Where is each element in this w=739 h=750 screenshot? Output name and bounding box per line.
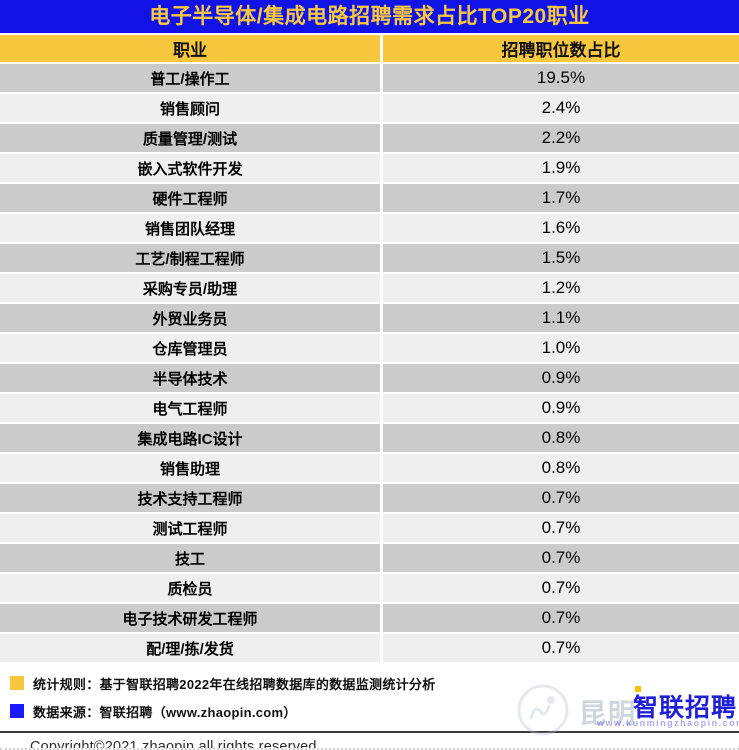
table-row: 工艺/制程工程师 1.5% — [0, 244, 739, 272]
table-row: 外贸业务员 1.1% — [0, 304, 739, 332]
table-header-row: 职业 招聘职位数占比 — [0, 35, 739, 62]
share-cell: 2.2% — [541, 128, 581, 147]
table-row: 配/理/拣/发货 0.7% — [0, 634, 739, 662]
footer-divider-line — [0, 731, 739, 733]
share-cell: 0.8% — [541, 458, 581, 477]
occupation-cell: 电气工程师 — [0, 394, 383, 422]
occupation-cell: 外贸业务员 — [0, 304, 383, 332]
share-cell: 2.4% — [541, 98, 581, 117]
table-row: 集成电路IC设计 0.8% — [0, 424, 739, 452]
occupation-cell: 普工/操作工 — [0, 64, 383, 92]
legend-line-source: 数据来源：智联招聘（www.zhaopin.com） — [0, 703, 739, 720]
table-row: 销售助理 0.8% — [0, 454, 739, 482]
occupation-cell: 配/理/拣/发货 — [0, 634, 383, 662]
table-row: 质量管理/测试 2.2% — [0, 124, 739, 152]
share-cell: 1.2% — [541, 278, 581, 297]
watermark-url-text: www.kunmingzhaopin.com — [597, 718, 739, 728]
blue-square-icon — [10, 704, 24, 718]
share-cell: 1.1% — [541, 308, 581, 327]
share-cell: 19.5% — [536, 68, 586, 87]
table-row: 技术支持工程师 0.7% — [0, 484, 739, 512]
occupation-cell: 集成电路IC设计 — [0, 424, 383, 452]
share-cell: 1.7% — [541, 188, 581, 207]
yellow-square-icon — [10, 676, 24, 690]
divider — [0, 62, 739, 64]
column-header-share: 招聘职位数占比 — [501, 41, 621, 60]
table-row: 质检员 0.7% — [0, 574, 739, 602]
share-cell: 0.8% — [541, 428, 581, 447]
table-row: 仓库管理员 1.0% — [0, 334, 739, 362]
share-cell: 0.7% — [541, 518, 581, 537]
occupation-cell: 仓库管理员 — [0, 334, 383, 362]
table-row: 电子技术研发工程师 0.7% — [0, 604, 739, 632]
table-row: 普工/操作工 19.5% — [0, 64, 739, 92]
occupation-cell: 嵌入式软件开发 — [0, 154, 383, 182]
occupation-cell: 质量管理/测试 — [0, 124, 383, 152]
table-row: 电气工程师 0.9% — [0, 394, 739, 422]
table-row: 嵌入式软件开发 1.9% — [0, 154, 739, 182]
share-cell: 1.6% — [541, 218, 581, 237]
table-row: 测试工程师 0.7% — [0, 514, 739, 542]
occupation-cell: 销售团队经理 — [0, 214, 383, 242]
table-body: 普工/操作工 19.5% 销售顾问 2.4% 质量管理/测试 2.2% 嵌入式软件开发 1.9… — [0, 64, 739, 662]
occupation-cell: 质检员 — [0, 574, 383, 602]
share-cell: 1.9% — [541, 158, 581, 177]
table-row: 半导体技术 0.9% — [0, 364, 739, 392]
occupation-cell: 销售助理 — [0, 454, 383, 482]
column-header-occupation: 职业 — [0, 35, 383, 62]
footer-legend: 统计规则：基于智联招聘2022年在线招聘数据库的数据监测统计分析 数据来源：智联… — [0, 675, 739, 720]
table-row: 销售顾问 2.4% — [0, 94, 739, 122]
table-row: 硬件工程师 1.7% — [0, 184, 739, 212]
table-row: 销售团队经理 1.6% — [0, 214, 739, 242]
share-cell: 0.7% — [541, 638, 581, 657]
occupation-cell: 技术支持工程师 — [0, 484, 383, 512]
occupation-cell: 半导体技术 — [0, 364, 383, 392]
share-cell: 1.5% — [541, 248, 581, 267]
share-cell: 1.0% — [541, 338, 581, 357]
share-cell: 0.9% — [541, 398, 581, 417]
divider — [0, 33, 739, 35]
table-row: 技工 0.7% — [0, 544, 739, 572]
table-row: 采购专员/助理 1.2% — [0, 274, 739, 302]
occupation-cell: 销售顾问 — [0, 94, 383, 122]
share-cell: 0.7% — [541, 548, 581, 567]
occupation-cell: 电子技术研发工程师 — [0, 604, 383, 632]
occupation-cell: 测试工程师 — [0, 514, 383, 542]
share-cell: 0.7% — [541, 578, 581, 597]
occupation-cell: 工艺/制程工程师 — [0, 244, 383, 272]
occupation-cell: 硬件工程师 — [0, 184, 383, 212]
legend-line-rules: 统计规则：基于智联招聘2022年在线招聘数据库的数据监测统计分析 — [0, 675, 739, 692]
occupation-cell: 技工 — [0, 544, 383, 572]
copyright-text: Copyright©2021 zhaopin all rights reserv… — [30, 739, 317, 750]
occupation-cell: 采购专员/助理 — [0, 274, 383, 302]
share-cell: 0.7% — [541, 608, 581, 627]
share-cell: 0.9% — [541, 368, 581, 387]
legend-rules-text: 统计规则：基于智联招聘2022年在线招聘数据库的数据监测统计分析 — [33, 676, 436, 692]
legend-source-text: 数据来源：智联招聘（www.zhaopin.com） — [33, 704, 297, 720]
share-cell: 0.7% — [541, 488, 581, 507]
page-title: 电子半导体/集成电路招聘需求占比TOP20职业 — [0, 0, 739, 33]
